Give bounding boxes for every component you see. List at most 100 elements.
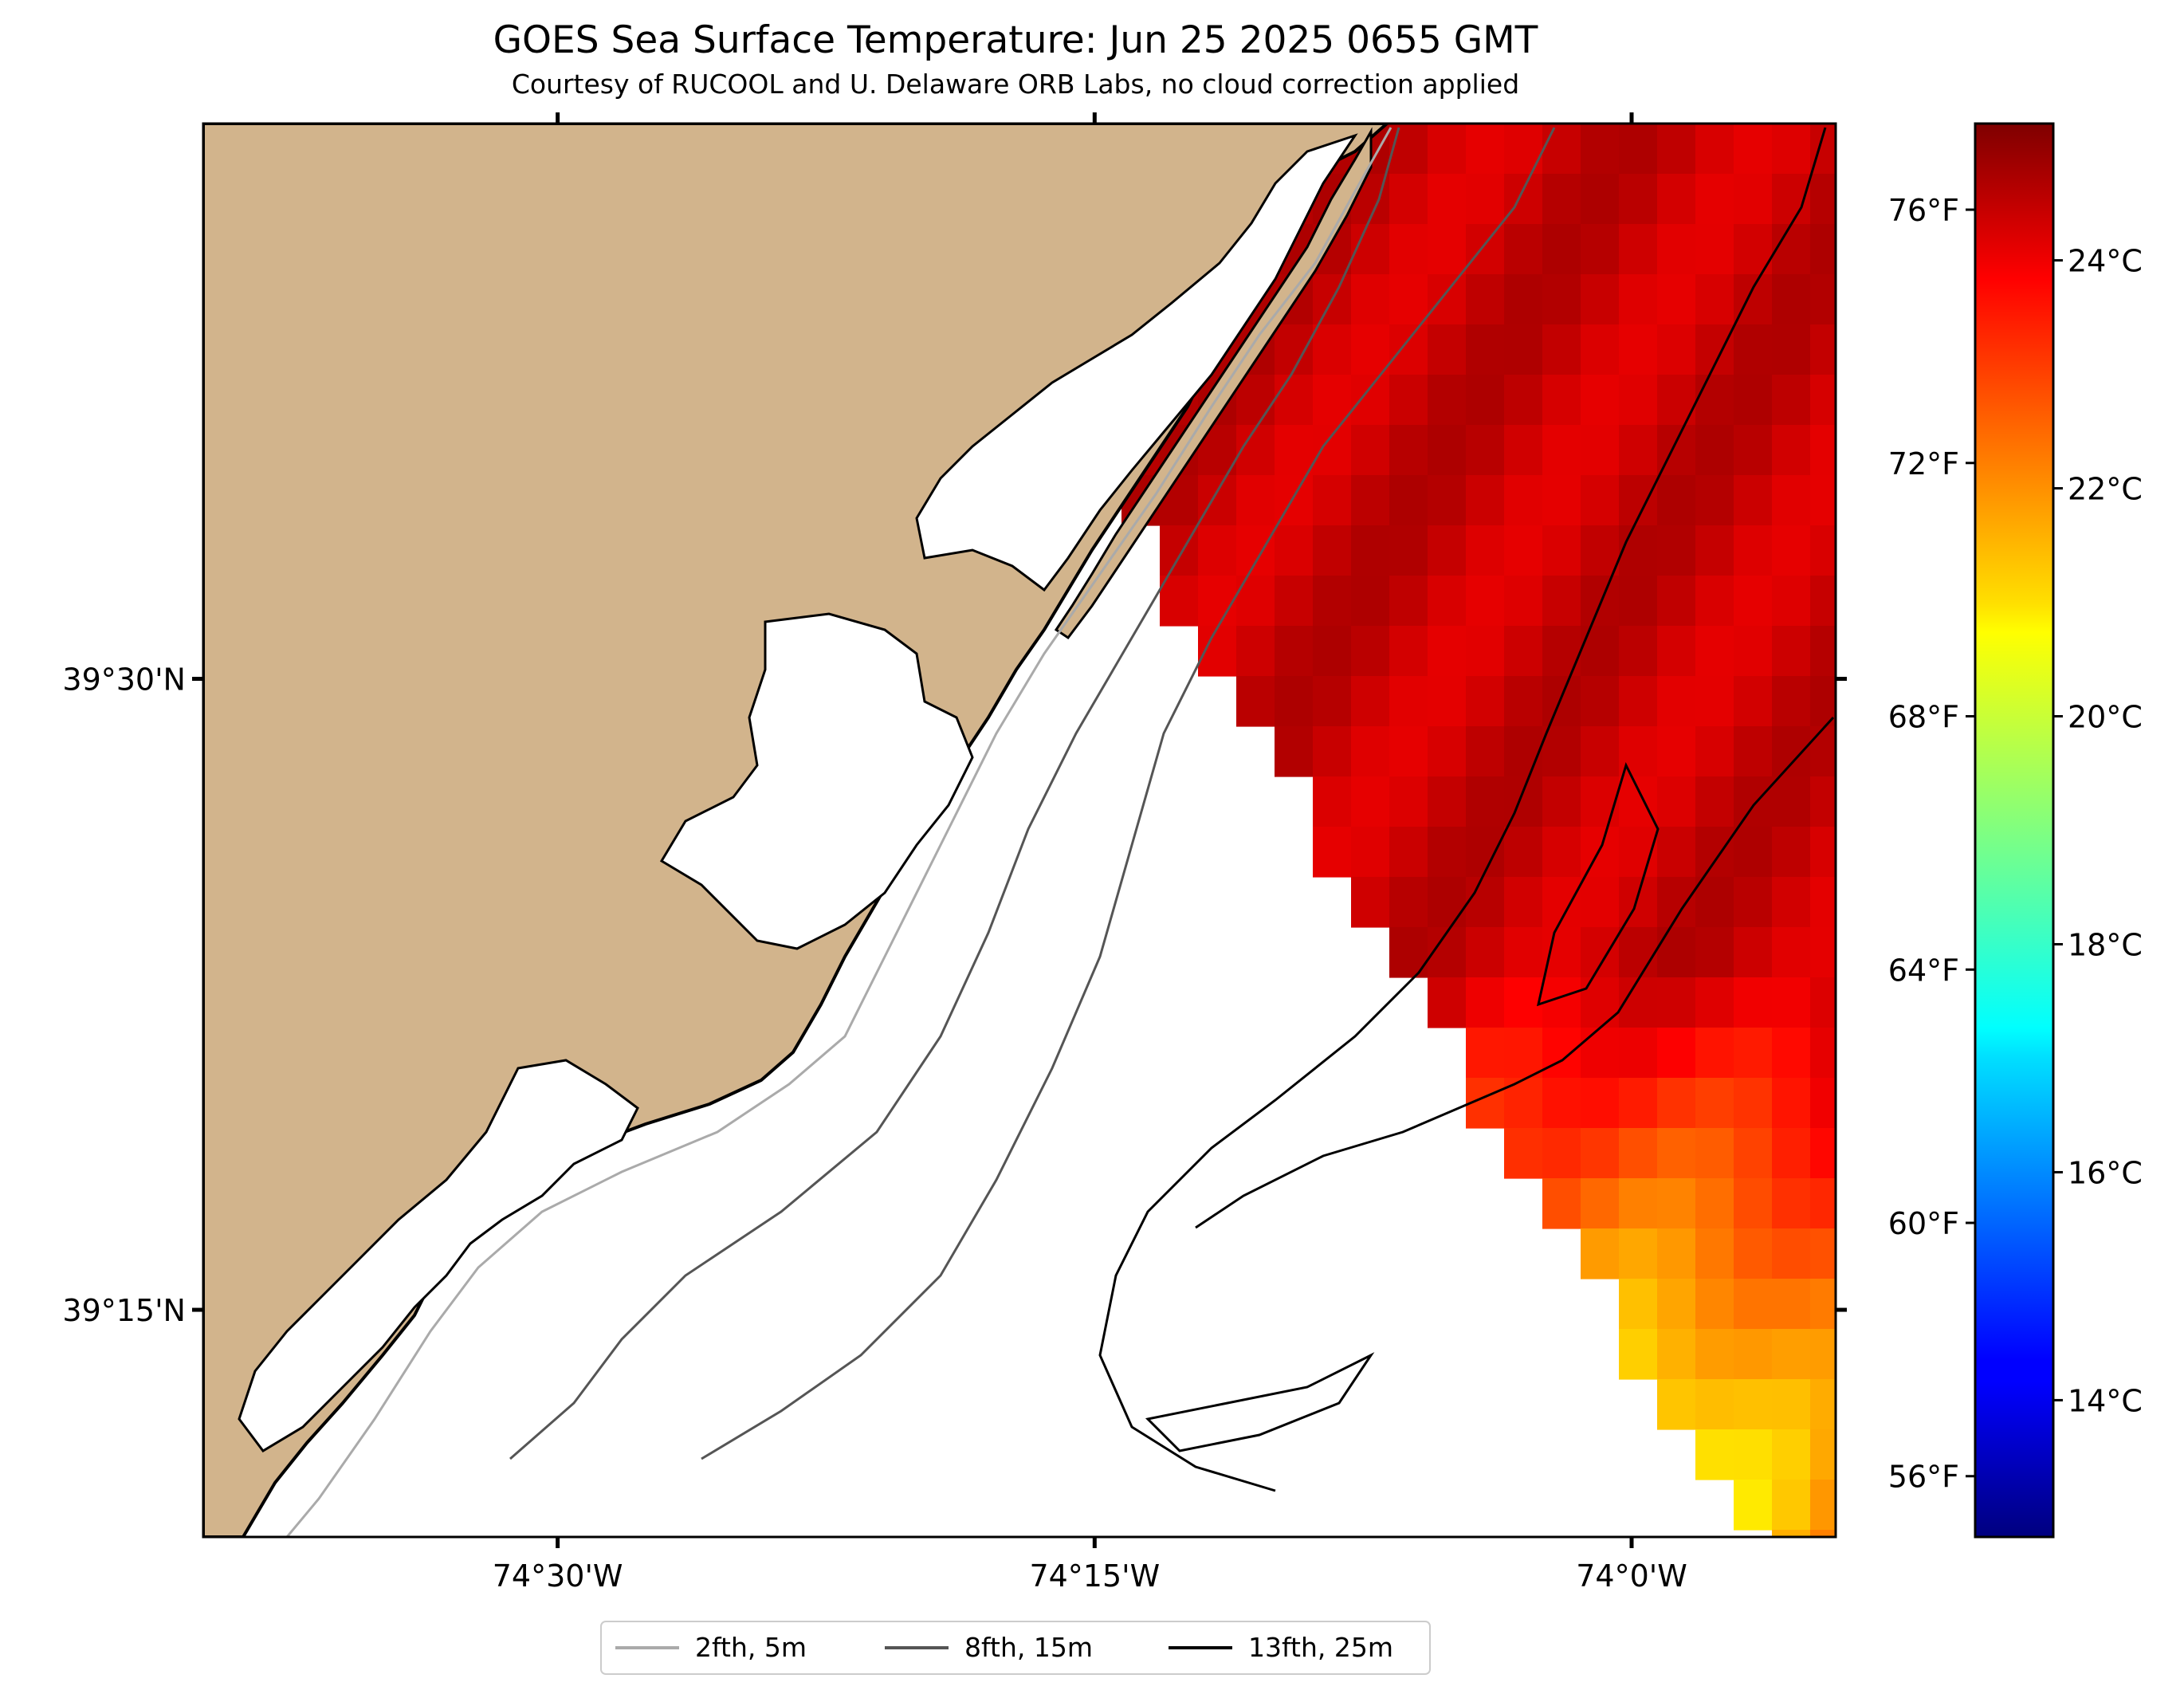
sst-cell-374	[1657, 1329, 1696, 1380]
sst-cell-287	[1351, 877, 1390, 928]
sst-cell-357	[1734, 1178, 1773, 1229]
sst-cell-343	[1504, 1128, 1543, 1179]
sst-cell-15	[1466, 124, 1505, 175]
sst-cell-239	[1657, 676, 1696, 727]
sst-cell-370	[1734, 1279, 1773, 1330]
sst-cell-346	[1619, 1128, 1658, 1179]
sst-cell-367	[1619, 1279, 1658, 1330]
sst-cell-173	[1772, 475, 1811, 526]
sst-cell-62	[1466, 224, 1505, 275]
sst-cell-93	[1810, 274, 1836, 325]
sst-cell-61	[1428, 224, 1467, 275]
sst-cell-135	[1810, 375, 1836, 426]
sst-cell-163	[1389, 475, 1428, 526]
sst-cell-302	[1466, 927, 1505, 978]
sst-cell-379	[1657, 1379, 1696, 1430]
sst-cell-341	[1772, 1078, 1811, 1129]
sst-cell-14	[1428, 124, 1467, 175]
sst-cell-316	[1581, 977, 1620, 1028]
sst-cell-278	[1504, 827, 1543, 878]
sst-cell-284	[1734, 827, 1773, 878]
sst-cell-255	[1695, 726, 1734, 777]
sst-cell-321	[1772, 977, 1811, 1028]
sst-cell-361	[1619, 1228, 1658, 1279]
sst-cell-48	[1810, 174, 1836, 225]
sst-cell-309	[1734, 927, 1773, 978]
sst-cell-248	[1428, 726, 1467, 777]
sst-cell-180	[1351, 525, 1390, 576]
sst-cell-228	[1236, 676, 1275, 727]
sst-cell-299	[1810, 877, 1836, 928]
sst-cell-350	[1772, 1128, 1811, 1179]
sst-cell-300	[1389, 927, 1428, 978]
fahrenheit-label-56-f: 56°F	[1888, 1460, 1959, 1495]
sst-cell-344	[1542, 1128, 1581, 1179]
sst-cell-60	[1389, 224, 1428, 275]
sst-cell-223	[1657, 626, 1696, 677]
sst-cell-392	[1810, 1530, 1836, 1537]
sst-cell-336	[1581, 1078, 1620, 1129]
sst-cell-134	[1772, 375, 1811, 426]
sst-cell-140	[1236, 425, 1275, 476]
sst-cell-345	[1581, 1128, 1620, 1179]
sst-cell-87	[1581, 274, 1620, 325]
lon-tick-label-74-0-w: 74°0'W	[1576, 1558, 1687, 1594]
sst-cell-37	[1389, 174, 1428, 225]
sst-cell-174	[1810, 475, 1836, 526]
sst-cell-282	[1657, 827, 1696, 878]
sst-cell-352	[1542, 1178, 1581, 1229]
sst-cell-71	[1810, 224, 1836, 275]
colorbar-label-18-c: 18°C	[2068, 927, 2143, 962]
sst-cell-371	[1772, 1279, 1811, 1330]
colorbar-label-24-c: 24°C	[2068, 244, 2143, 279]
sst-cell-260	[1351, 776, 1390, 827]
sst-cell-141	[1275, 425, 1314, 476]
sst-cell-288	[1389, 877, 1428, 928]
sst-cell-65	[1581, 224, 1620, 275]
sst-cell-181	[1389, 525, 1428, 576]
sst-cell-273	[1313, 827, 1352, 878]
sst-cell-246	[1351, 726, 1390, 777]
sst-cell-318	[1657, 977, 1696, 1028]
sst-cell-192	[1810, 525, 1836, 576]
fahrenheit-label-60-f: 60°F	[1888, 1206, 1959, 1241]
sst-cell-256	[1734, 726, 1773, 777]
fahrenheit-label-64-f: 64°F	[1888, 953, 1959, 988]
sst-cell-267	[1619, 776, 1658, 827]
sst-cell-297	[1734, 877, 1773, 928]
sst-cell-327	[1619, 1028, 1658, 1079]
sst-cell-377	[1772, 1329, 1811, 1380]
legend-item-2fth: 2fth, 5m	[615, 1632, 807, 1663]
sst-cell-84	[1466, 274, 1505, 325]
sst-cell-177	[1236, 525, 1275, 576]
sst-cell-268	[1657, 776, 1696, 827]
sst-cell-264	[1504, 776, 1543, 827]
sst-cell-123	[1351, 375, 1390, 426]
sst-cell-212	[1236, 626, 1275, 677]
sst-cell-85	[1504, 274, 1543, 325]
sst-cell-275	[1389, 827, 1428, 878]
sst-cell-339	[1695, 1078, 1734, 1129]
sst-cell-326	[1581, 1028, 1620, 1079]
sst-cell-229	[1275, 676, 1314, 727]
sst-cell-189	[1695, 525, 1734, 576]
sst-cell-315	[1542, 977, 1581, 1028]
sst-cell-16	[1504, 124, 1543, 175]
sst-cell-42	[1581, 174, 1620, 225]
sst-cell-218	[1466, 626, 1505, 677]
lat-tick-label-39-15-n: 39°15'N	[62, 1293, 186, 1328]
sst-cell-289	[1428, 877, 1467, 928]
sst-cell-90	[1695, 274, 1734, 325]
sst-cell-257	[1772, 726, 1811, 777]
sst-cell-81	[1351, 274, 1390, 325]
isobath-legend: 2fth, 5m 8fth, 15m 13fth, 25m	[600, 1621, 1431, 1675]
sst-cell-252	[1581, 726, 1620, 777]
sst-cell-219	[1504, 626, 1543, 677]
sst-cell-41	[1542, 174, 1581, 225]
sst-cell-241	[1734, 676, 1773, 727]
sst-cell-308	[1695, 927, 1734, 978]
sst-cell-166	[1504, 475, 1543, 526]
sst-cell-234	[1466, 676, 1505, 727]
barrier-island	[1054, 127, 1373, 640]
legend-label-13fth: 13fth, 25m	[1248, 1632, 1393, 1663]
